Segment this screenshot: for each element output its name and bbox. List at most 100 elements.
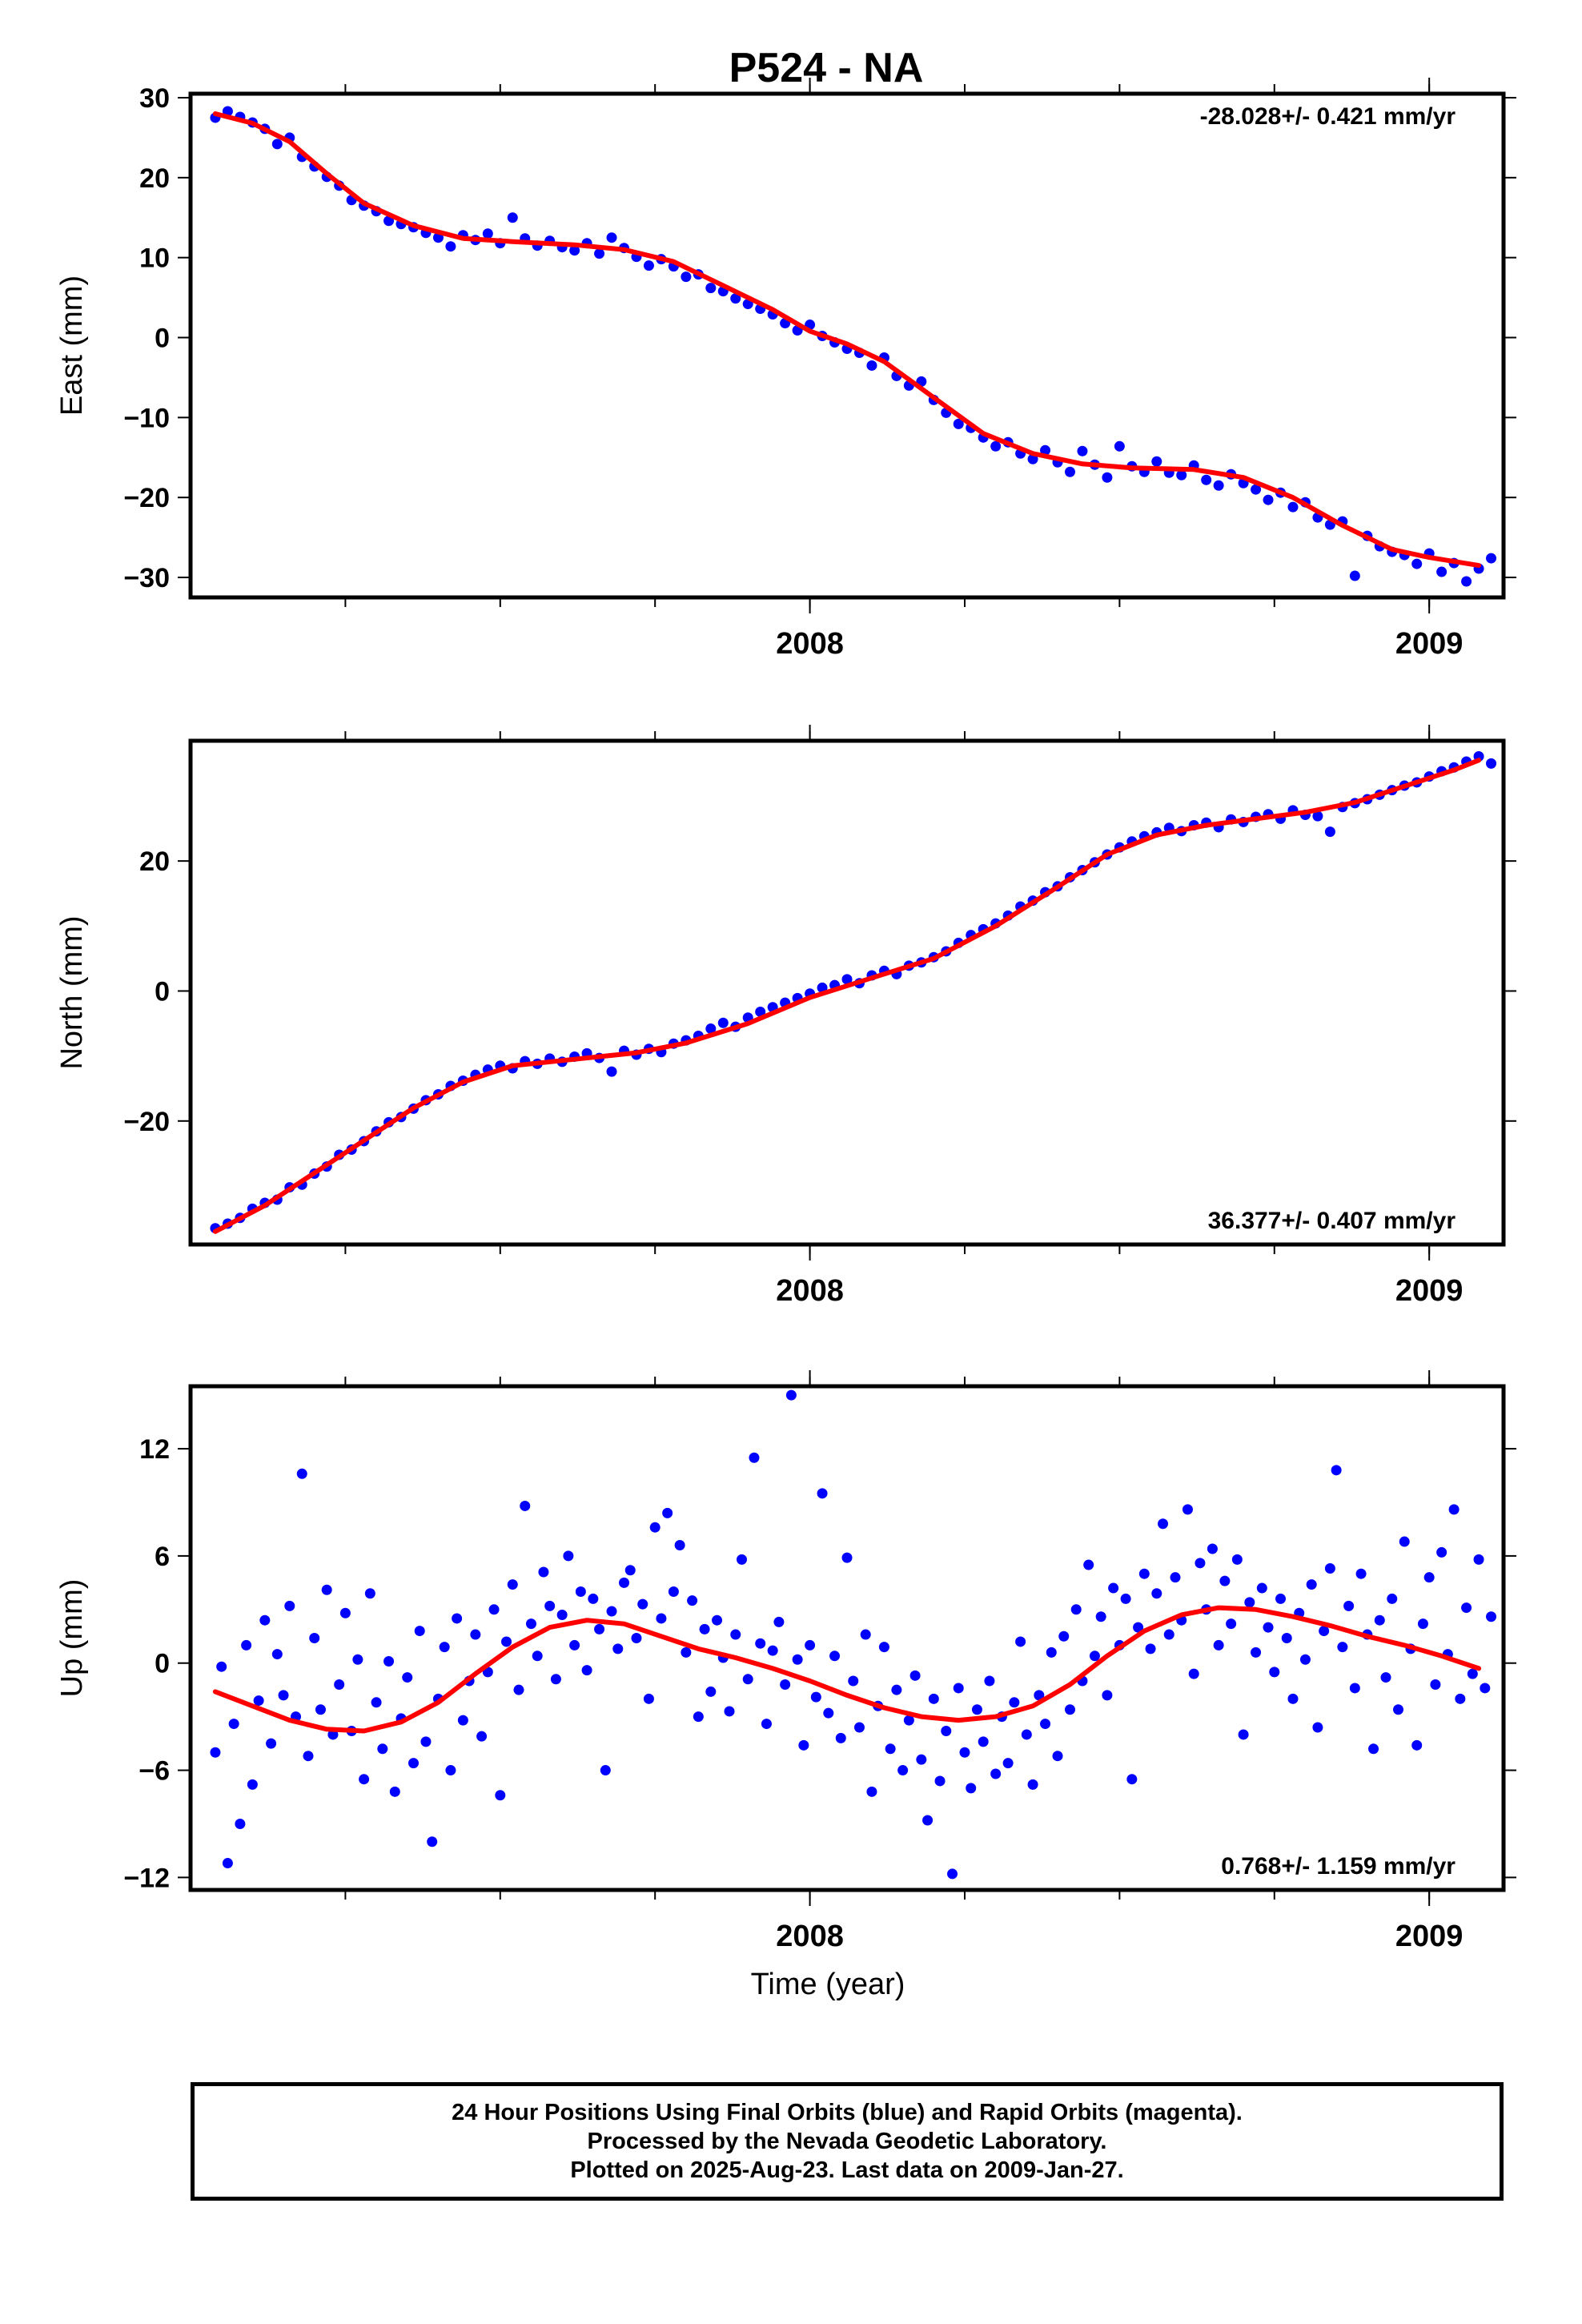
data-point — [643, 260, 654, 271]
data-point — [1244, 1597, 1255, 1608]
data-point — [1281, 1633, 1292, 1643]
y-tick-label: −10 — [123, 403, 170, 433]
data-point — [1064, 1704, 1075, 1715]
data-point — [693, 1711, 704, 1723]
data-point — [1251, 484, 1262, 495]
y-axis-label: Up (mm) — [55, 1579, 89, 1698]
x-tick-label: 2008 — [776, 1920, 844, 1953]
data-point — [1324, 826, 1335, 838]
data-point — [1040, 444, 1051, 456]
data-point — [482, 228, 493, 239]
data-point — [1027, 1779, 1038, 1790]
data-point — [978, 1736, 989, 1747]
data-point — [1331, 1465, 1342, 1476]
data-point — [488, 1604, 500, 1615]
data-point — [717, 1017, 729, 1028]
data-point — [1213, 1639, 1224, 1651]
data-point — [259, 1614, 271, 1626]
data-point — [532, 1651, 543, 1662]
data-point — [1213, 480, 1224, 491]
data-point — [1355, 1568, 1367, 1579]
data-point — [1319, 1626, 1330, 1637]
y-axis-label: North (mm) — [55, 915, 89, 1069]
data-point — [643, 1693, 654, 1704]
data-point — [1102, 1690, 1113, 1701]
data-point — [891, 1684, 902, 1695]
data-point — [1423, 1572, 1435, 1583]
data-point — [941, 1725, 952, 1736]
data-point — [1151, 1588, 1162, 1599]
data-point — [339, 1607, 351, 1618]
data-point — [377, 1743, 388, 1755]
data-point — [1374, 1614, 1385, 1626]
y-tick-label: 0 — [155, 324, 170, 354]
data-point — [785, 1389, 797, 1401]
data-point — [414, 1626, 425, 1637]
data-point — [853, 1722, 865, 1733]
data-point — [1009, 1697, 1020, 1708]
y-tick-label: 12 — [139, 1434, 170, 1465]
data-point — [649, 1522, 661, 1533]
data-point — [495, 1790, 506, 1801]
data-point — [1467, 1668, 1478, 1679]
y-axis-label: East (mm) — [55, 275, 89, 416]
data-point — [674, 1540, 685, 1551]
data-point — [1343, 1600, 1355, 1611]
footer-line-2: Processed by the Nevada Geodetic Laborat… — [587, 2129, 1107, 2154]
data-point — [971, 1704, 982, 1715]
data-point — [687, 1595, 698, 1606]
data-point — [1176, 469, 1187, 480]
data-point — [1182, 1504, 1193, 1515]
data-point — [730, 1629, 741, 1640]
data-point — [1263, 1622, 1274, 1633]
data-point — [662, 1507, 673, 1518]
data-point — [866, 1786, 877, 1797]
data-point — [588, 1593, 599, 1604]
data-point — [600, 1765, 611, 1776]
data-point — [1486, 1611, 1497, 1622]
data-point — [296, 1468, 307, 1479]
data-point — [470, 1629, 481, 1640]
data-point — [841, 974, 853, 985]
data-point — [1306, 1579, 1317, 1590]
y-tick-label: −30 — [123, 563, 170, 593]
data-point — [507, 1579, 518, 1590]
data-point — [1387, 1593, 1398, 1604]
data-point — [1486, 553, 1497, 564]
data-point — [860, 1629, 871, 1640]
y-tick-label: 20 — [139, 163, 170, 194]
data-point — [408, 1758, 419, 1769]
x-tick-label: 2009 — [1395, 1274, 1464, 1308]
data-point — [829, 1651, 841, 1662]
data-point — [922, 1815, 934, 1826]
data-point — [1021, 1729, 1032, 1740]
data-point — [724, 1706, 735, 1717]
data-point — [767, 1645, 778, 1656]
data-layer — [210, 750, 1497, 1234]
data-point — [538, 1566, 549, 1578]
data-point — [1417, 1618, 1428, 1630]
data-point — [402, 1672, 413, 1683]
model-curve — [212, 758, 1482, 1234]
data-point — [699, 1623, 710, 1634]
data-point — [1207, 1543, 1218, 1554]
data-point — [247, 1779, 258, 1790]
data-point — [705, 283, 717, 294]
data-point — [1095, 1611, 1106, 1622]
data-point — [1145, 1643, 1156, 1655]
data-point — [798, 1739, 809, 1751]
data-point — [1108, 1582, 1119, 1594]
data-point — [1201, 474, 1212, 485]
data-point — [1046, 1647, 1057, 1658]
data-point — [1052, 1751, 1063, 1762]
data-layer — [210, 106, 1497, 587]
y-tick-label: 30 — [139, 83, 170, 114]
data-point — [606, 232, 617, 243]
data-point — [712, 1614, 723, 1626]
chart-title: P524 - NA — [729, 45, 924, 91]
footer-line-1: 24 Hour Positions Using Final Orbits (bl… — [452, 2100, 1243, 2125]
data-point — [1486, 758, 1497, 769]
data-point — [805, 1639, 816, 1651]
data-point — [371, 1697, 382, 1708]
data-point — [1188, 1668, 1199, 1679]
